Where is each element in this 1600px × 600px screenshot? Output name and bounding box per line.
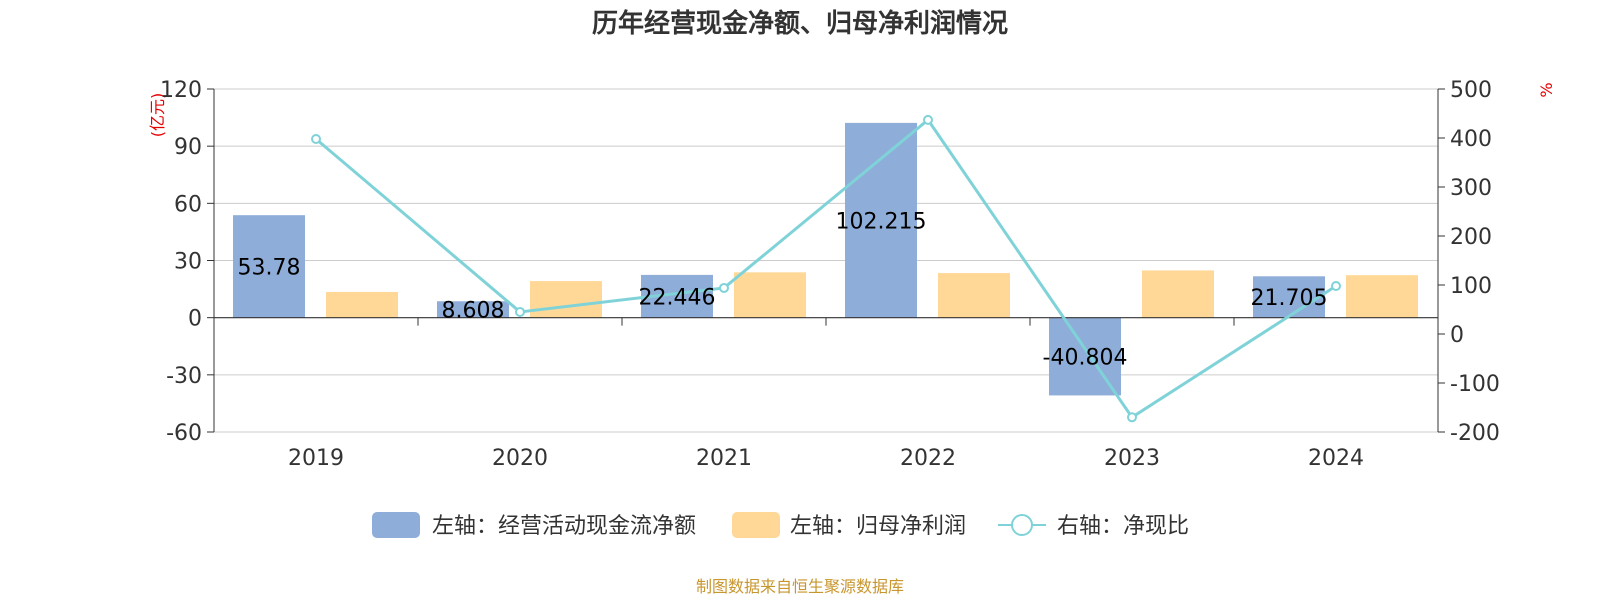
profit-bar [734,272,806,318]
axes: 1209060300-30-605004003002001000-100-200… [160,78,1500,471]
source-note: 制图数据来自恒生聚源数据库 [696,577,904,596]
left-axis-tick-label: 60 [174,192,202,217]
left-axis-tick-label: 120 [160,78,202,103]
profit-bar [1142,270,1214,318]
right-axis-tick-label: 0 [1450,323,1464,348]
cashflow-data-label: -40.804 [1043,346,1128,371]
left-axis-tick-label: 90 [174,135,202,160]
right-axis-tick-label: 200 [1450,225,1492,250]
x-axis-tick-label: 2020 [492,446,548,471]
profit-bar [530,281,602,318]
cashflow-bar [233,215,305,318]
cashflow-bar [437,301,509,318]
ratio-point [1127,412,1137,423]
right-axis-tick-label: 500 [1450,78,1492,103]
ratio-point [1331,280,1341,291]
right-axis-tick-label: 300 [1450,176,1492,201]
cashflow-data-label: 8.608 [442,298,505,323]
ratio-point [311,133,321,144]
left-axis-tick-label: 0 [188,307,202,332]
ratio-line [315,117,1337,420]
ratio-point [923,114,933,125]
right-axis-tick-label: 400 [1450,127,1492,152]
x-axis-tick-label: 2021 [696,446,752,471]
x-axis-tick-label: 2019 [288,446,344,471]
profit-bar [1346,275,1418,318]
left-axis-tick-label: 30 [174,250,202,275]
profit-bar [938,273,1010,318]
cashflow-data-label: 102.215 [836,209,927,234]
cashflow-data-label: 53.78 [238,255,301,280]
ratio-line-layer [311,114,1341,423]
left-axis-tick-label: -30 [166,364,202,389]
cashflow-data-label: 22.446 [639,285,716,310]
right-axis-tick-label: -100 [1450,372,1500,397]
x-axis-tick-label: 2024 [1308,446,1364,471]
chart-title: 历年经营现金净额、归母净利润情况 [592,8,1008,39]
legend-marker [1011,514,1033,536]
x-axis-tick-label: 2023 [1104,446,1160,471]
cashflow-bar [845,122,917,318]
x-axis-tick-label: 2022 [900,446,956,471]
legend-label: 左轴：经营活动现金流净额 [432,514,696,539]
data-labels-layer: 53.78 8.608 22.446 102.215 -40.804 21.705 [238,209,1328,370]
legend-label: 左轴：归母净利润 [790,514,966,539]
left-axis-label: (亿元) [148,93,167,138]
profit-bar [326,291,398,318]
ratio-point [719,282,729,293]
legend-swatch [732,512,780,538]
grid-lines [214,88,1438,433]
right-axis-tick-label: 100 [1450,274,1492,299]
ratio-point [515,306,525,317]
right-axis-label: % [1537,82,1556,97]
bars-layer [233,122,1418,396]
legend: 左轴：经营活动现金流净额 左轴：归母净利润 右轴：净现比 [372,512,1189,539]
right-axis-tick-label: -200 [1450,421,1500,446]
cashflow-data-label: 21.705 [1251,286,1328,311]
legend-swatch [372,512,420,538]
left-axis-tick-label: -60 [166,421,202,446]
legend-label: 右轴：净现比 [1057,514,1189,539]
cashflow-bar [1253,276,1325,318]
